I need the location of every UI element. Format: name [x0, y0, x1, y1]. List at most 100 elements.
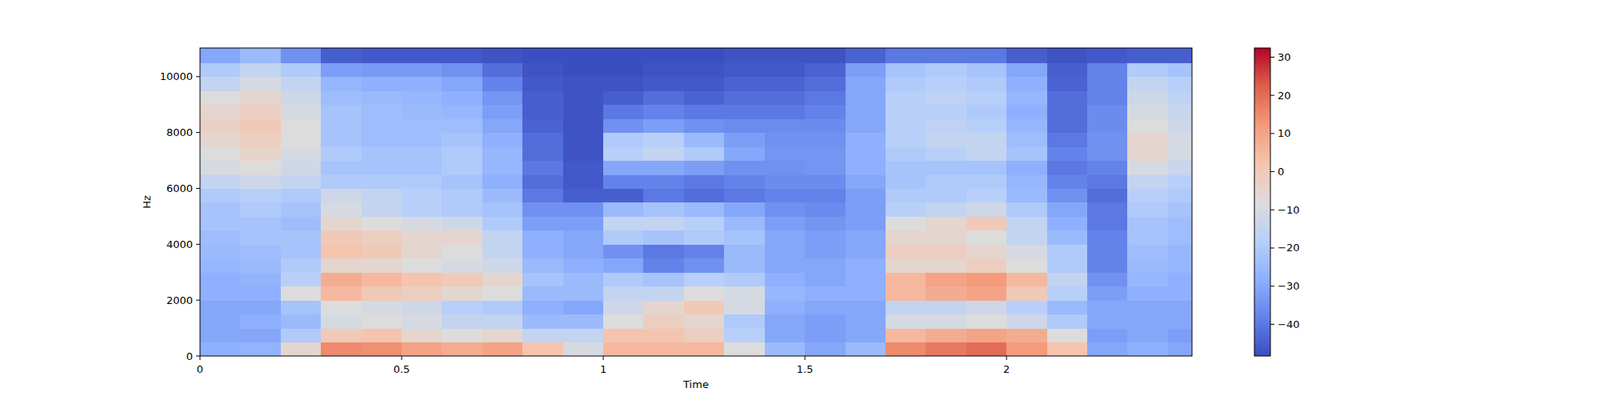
cell [885, 76, 927, 92]
cell [522, 48, 564, 64]
cell [845, 104, 887, 120]
cell [522, 272, 564, 287]
colorbar-tick [1270, 285, 1275, 287]
cell [361, 258, 403, 273]
cell [885, 342, 927, 356]
cell [280, 328, 322, 343]
cell [1127, 202, 1168, 217]
cell [1006, 62, 1048, 77]
cell [925, 216, 967, 231]
cell [1168, 328, 1192, 343]
cell [320, 62, 362, 77]
cell [441, 174, 483, 189]
cell [684, 244, 725, 259]
cell [845, 272, 887, 287]
cell [1006, 244, 1048, 259]
cell [845, 132, 887, 148]
cell [1047, 146, 1088, 161]
cell [1168, 76, 1192, 92]
cell [240, 230, 281, 245]
cell [441, 62, 483, 77]
cell [643, 286, 684, 301]
cell [885, 146, 927, 161]
cell [240, 244, 281, 259]
cell [401, 342, 443, 356]
y-tick [196, 132, 200, 133]
cell [280, 90, 322, 105]
cell [724, 328, 765, 343]
cell [1006, 300, 1048, 315]
cell [563, 328, 604, 343]
cell [401, 328, 443, 343]
cell [724, 174, 765, 189]
x-tick-label: 0 [196, 363, 204, 376]
cell [482, 230, 524, 245]
cell [724, 132, 765, 148]
cell [240, 300, 281, 315]
cell [563, 132, 604, 148]
cell [1127, 300, 1168, 315]
cell [1047, 48, 1088, 64]
cell [522, 118, 564, 133]
cell [724, 48, 765, 64]
cell [966, 314, 1008, 329]
cell [563, 216, 604, 231]
cell [441, 202, 483, 217]
cell [845, 188, 887, 203]
cell [1087, 300, 1128, 315]
cell [885, 160, 927, 176]
cell [1006, 104, 1048, 120]
cell [764, 160, 806, 176]
cell [603, 286, 644, 301]
cell [804, 76, 846, 92]
cell [603, 104, 644, 120]
colorbar-tick [1270, 171, 1275, 172]
cell [885, 258, 927, 273]
cell [1087, 90, 1128, 105]
cell [522, 230, 564, 245]
cell [643, 48, 684, 64]
x-tick-label: 2 [1003, 363, 1010, 376]
cell [361, 244, 403, 259]
colorbar-tick-label: −40 [1277, 318, 1300, 331]
cell [482, 160, 524, 176]
cell [441, 104, 483, 120]
cell [966, 342, 1008, 356]
cell [1087, 188, 1128, 203]
cell [804, 328, 846, 343]
y-tick-label: 6000 [166, 182, 193, 195]
cell [845, 244, 887, 259]
cell [804, 314, 846, 329]
cell [563, 230, 604, 245]
cell [925, 342, 967, 356]
cell [482, 342, 524, 356]
cell [1168, 244, 1192, 259]
cell [563, 342, 604, 356]
cell [804, 118, 846, 133]
cell [240, 188, 281, 203]
cell [1006, 160, 1048, 176]
cell [1087, 160, 1128, 176]
cell [1047, 230, 1088, 245]
cell [563, 300, 604, 315]
cell [563, 146, 604, 161]
cell [1006, 202, 1048, 217]
cell [1006, 90, 1048, 105]
cell [522, 132, 564, 148]
cell [966, 258, 1008, 273]
cell [1006, 118, 1048, 133]
cell [804, 258, 846, 273]
cell [966, 286, 1008, 301]
cell [966, 90, 1008, 105]
cell [764, 62, 806, 77]
cell [280, 202, 322, 217]
cell [200, 328, 241, 343]
cell [804, 132, 846, 148]
cell [1047, 188, 1088, 203]
cell [1087, 174, 1128, 189]
cell [563, 188, 604, 203]
cell [885, 328, 927, 343]
cell [361, 202, 403, 217]
cell [845, 202, 887, 217]
cell [925, 258, 967, 273]
